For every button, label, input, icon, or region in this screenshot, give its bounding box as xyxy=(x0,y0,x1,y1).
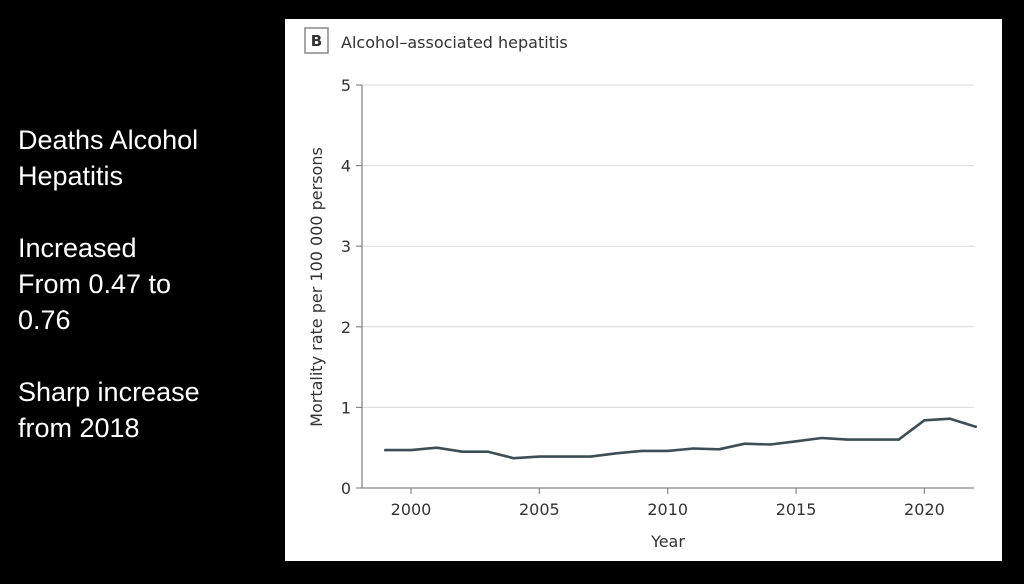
x-tick-label: 2020 xyxy=(904,500,945,519)
x-axis-label: Year xyxy=(650,532,685,551)
slide-note: Sharp increase from 2018 xyxy=(18,377,200,443)
data-point xyxy=(435,446,438,449)
data-point xyxy=(666,449,669,453)
data-point xyxy=(461,450,464,453)
data-point xyxy=(974,425,977,428)
data-point xyxy=(615,452,618,455)
data-point xyxy=(409,448,413,452)
chart-panel: B Alcohol–associated hepatitis 0 1 2 3 4 5 200… xyxy=(285,19,1002,561)
data-point xyxy=(538,455,541,458)
y-tick-label: 2 xyxy=(341,318,351,337)
y-tick-label: 3 xyxy=(341,237,351,256)
x-tick-label: 2010 xyxy=(647,500,688,519)
x-tick-label: 2000 xyxy=(391,500,432,519)
panel-letter: B xyxy=(311,32,322,50)
y-axis-label: Mortality rate per 100 000 persons xyxy=(307,147,326,427)
data-point xyxy=(512,456,515,460)
slide-heading: Deaths Alcohol Hepatitis xyxy=(18,125,199,191)
data-point xyxy=(871,438,875,441)
data-point xyxy=(923,419,926,422)
y-tick-label: 0 xyxy=(341,479,351,498)
panel-letter-box xyxy=(304,27,329,54)
y-tick-label: 1 xyxy=(341,398,351,417)
data-point xyxy=(384,448,387,452)
data-point xyxy=(769,443,772,446)
data-point xyxy=(820,436,823,440)
data-point xyxy=(948,417,952,420)
data-point xyxy=(897,438,900,441)
data-point xyxy=(794,440,798,443)
chart-title: Alcohol–associated hepatitis xyxy=(341,33,568,52)
y-tick-label: 5 xyxy=(341,76,351,95)
data-point xyxy=(640,449,644,453)
data-point xyxy=(486,450,490,453)
x-tick-label: 2015 xyxy=(776,500,817,519)
data-point xyxy=(743,442,746,445)
y-tick-label: 4 xyxy=(341,157,351,176)
slide-summary-text: Deaths Alcohol Hepatitis Increased From … xyxy=(18,122,268,482)
data-point xyxy=(589,455,592,458)
series-line xyxy=(384,417,978,460)
line-chart: B Alcohol–associated hepatitis 0 1 2 3 4 5 200… xyxy=(304,27,978,551)
slide-finding: Increased From 0.47 to 0.76 xyxy=(18,233,172,335)
data-point xyxy=(692,447,695,450)
data-point xyxy=(846,438,849,441)
x-tick-label: 2005 xyxy=(519,500,560,519)
data-point xyxy=(717,448,721,451)
data-point xyxy=(563,455,567,458)
